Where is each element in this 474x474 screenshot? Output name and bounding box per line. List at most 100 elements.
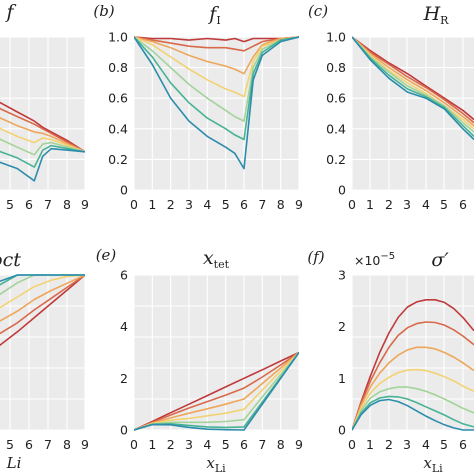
series-line-3 xyxy=(0,274,85,322)
x-tick-label: 7 xyxy=(44,197,52,212)
y-tick-label: 0.8 xyxy=(108,60,128,75)
series-line-4 xyxy=(134,351,299,431)
panel-label: (c) xyxy=(308,2,328,20)
series-line-5 xyxy=(134,36,299,122)
x-tick-label: 6 xyxy=(25,197,33,212)
x-axis-label: Li xyxy=(6,454,22,472)
series-line-3 xyxy=(134,351,299,431)
series-line-4 xyxy=(352,36,474,130)
x-tick-label: 5 xyxy=(440,437,448,452)
y-tick-label: 0 xyxy=(338,423,346,438)
series-line-4 xyxy=(0,127,85,153)
y-tick-label: 0.4 xyxy=(108,121,128,136)
series-line-5 xyxy=(352,36,474,133)
x-tick-label: 8 xyxy=(63,437,71,452)
series-line-6 xyxy=(352,36,474,137)
series-line-4 xyxy=(352,368,474,431)
y-tick-label: 1.0 xyxy=(108,30,128,45)
y-tick-label: 0 xyxy=(338,183,346,198)
x-tick-label: 7 xyxy=(258,437,266,452)
x-tick-label: 9 xyxy=(295,197,303,212)
x-tick-label: 2 xyxy=(167,197,175,212)
series-line-1 xyxy=(352,36,474,121)
y-tick-label: 3 xyxy=(338,268,346,283)
x-axis-label: xLi xyxy=(206,454,226,474)
y-tick-label: 0.8 xyxy=(326,60,346,75)
y-tick-label: 2 xyxy=(338,319,346,334)
panel-title: HR xyxy=(423,3,450,27)
y-tick-label: 0 xyxy=(120,183,128,198)
x-tick-label: 4 xyxy=(422,197,430,212)
y-tick-label: 1.0 xyxy=(326,30,346,45)
x-tick-label: 1 xyxy=(148,197,156,212)
series-line-2 xyxy=(352,36,474,124)
y-tick-label: 4 xyxy=(120,319,128,334)
series-line-3 xyxy=(134,36,299,75)
x-tick-label: 9 xyxy=(295,437,303,452)
series-line-4 xyxy=(0,274,85,309)
panel-label: (f) xyxy=(307,248,324,266)
plot-background xyxy=(134,275,299,430)
y-tick-label: 0.6 xyxy=(108,91,128,106)
x-tick-label: 5 xyxy=(6,437,14,452)
x-tick-label: 6 xyxy=(459,197,467,212)
x-tick-label: 4 xyxy=(203,437,211,452)
series-line-6 xyxy=(0,144,85,168)
x-tick-label: 6 xyxy=(240,437,248,452)
series-line-1 xyxy=(0,101,85,153)
panel-title: f xyxy=(4,1,16,23)
y-tick-label: 1 xyxy=(338,371,346,386)
series-line-6 xyxy=(134,36,299,141)
series-line-3 xyxy=(352,346,474,431)
x-tick-label: 3 xyxy=(403,197,411,212)
y-tick-label: 0.2 xyxy=(108,152,128,167)
x-tick-label: 5 xyxy=(6,197,14,212)
x-tick-label: 3 xyxy=(185,197,193,212)
series-line-3 xyxy=(352,36,474,127)
y-tick-label: 6 xyxy=(120,268,128,283)
plot-background xyxy=(0,37,85,190)
axis-multiplier: ×10−5 xyxy=(354,251,395,268)
plot-background xyxy=(0,275,85,430)
x-tick-label: 4 xyxy=(422,437,430,452)
series-line-7 xyxy=(0,147,85,182)
series-line-7 xyxy=(134,36,299,170)
series-line-5 xyxy=(352,386,474,431)
series-line-1 xyxy=(0,274,85,347)
y-tick-label: 0.2 xyxy=(326,152,346,167)
x-tick-label: 6 xyxy=(25,437,33,452)
x-tick-label: 1 xyxy=(366,437,374,452)
x-tick-label: 0 xyxy=(130,197,138,212)
x-tick-label: 8 xyxy=(63,197,71,212)
x-tick-label: 8 xyxy=(277,437,285,452)
x-tick-label: 2 xyxy=(385,197,393,212)
x-tick-label: 5 xyxy=(440,197,448,212)
series-line-2 xyxy=(352,321,474,431)
panel-label: (e) xyxy=(96,246,117,264)
panel-1: 5 6 7 8 9 f xyxy=(0,1,89,212)
series-line-2 xyxy=(0,107,85,153)
series-line-2 xyxy=(134,351,299,431)
series-line-2 xyxy=(134,36,299,52)
series-line-1 xyxy=(134,351,299,431)
x-tick-label: 1 xyxy=(366,197,374,212)
series-line-7 xyxy=(134,352,299,431)
panel-title: xtet xyxy=(203,247,230,271)
x-tick-label: 0 xyxy=(348,437,356,452)
x-tick-label: 5 xyxy=(222,197,230,212)
series-line-5 xyxy=(0,137,85,156)
series-line-4 xyxy=(134,36,299,98)
series-line-5 xyxy=(134,351,299,431)
x-tick-label: 1 xyxy=(148,437,156,452)
panel-title: σ′ xyxy=(431,249,449,271)
panel-2: 00.20.40.60.81.00 1 2 3 4 5 6 7 8 9fI(b) xyxy=(93,2,303,212)
panel-title: fI xyxy=(207,3,220,27)
x-tick-label: 6 xyxy=(240,197,248,212)
x-axis-label: xLi xyxy=(423,454,443,474)
y-tick-label: 2 xyxy=(120,371,128,386)
x-tick-label: 7 xyxy=(44,437,52,452)
series-line-2 xyxy=(0,274,85,335)
y-tick-label: 0.6 xyxy=(326,91,346,106)
